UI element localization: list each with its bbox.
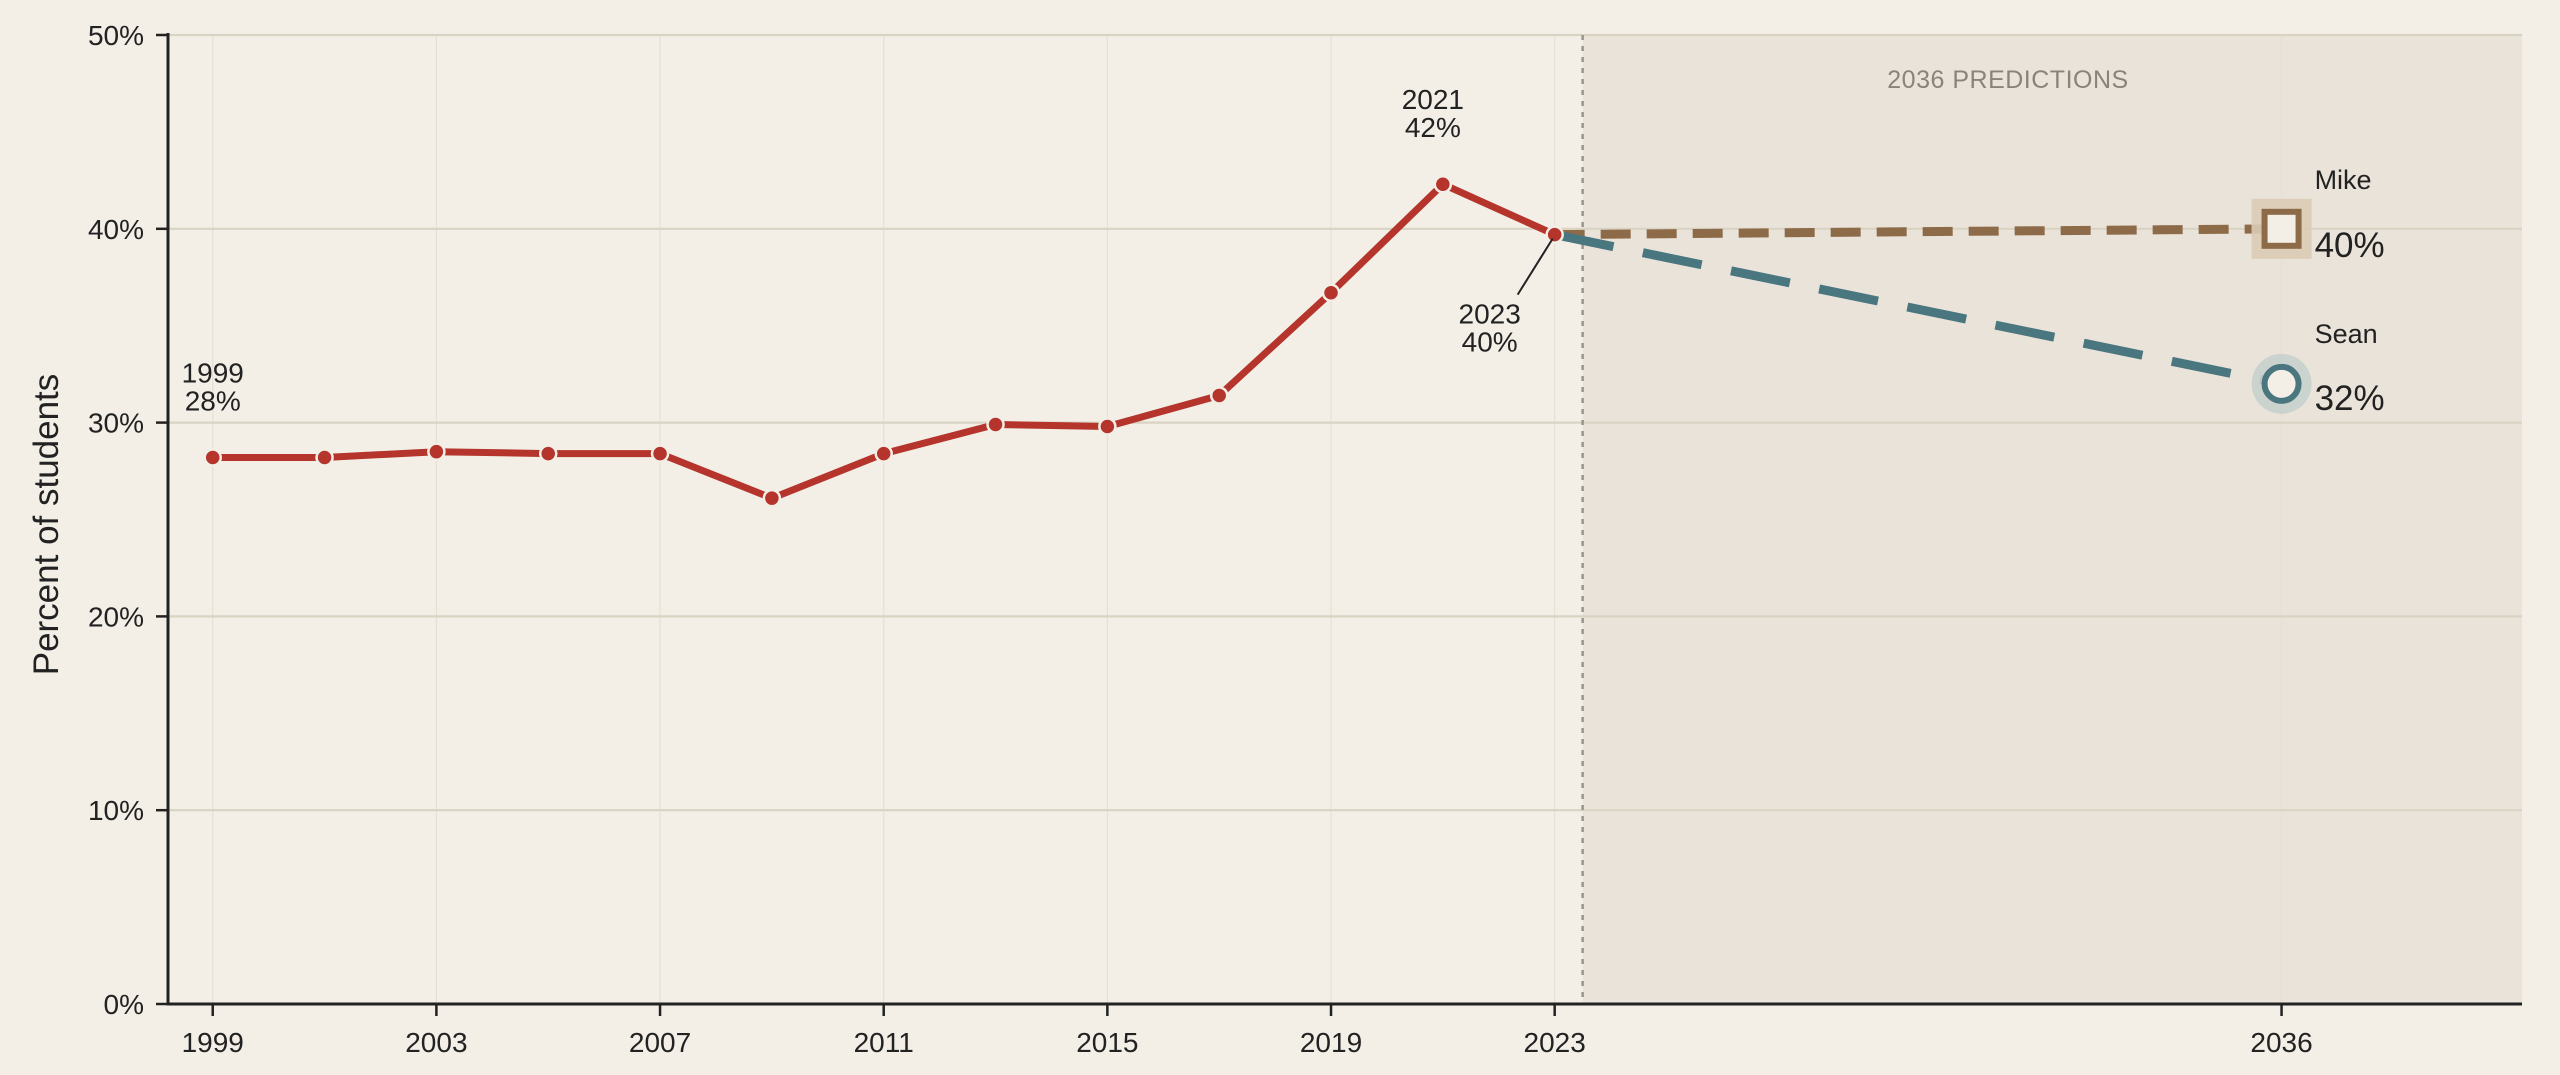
- data-point: [986, 415, 1005, 434]
- x-tick-label: 2015: [1076, 1027, 1138, 1058]
- x-tick-label: 2003: [405, 1027, 467, 1058]
- x-tick-label: 1999: [182, 1027, 244, 1058]
- data-point: [1433, 174, 1453, 194]
- data-point: [538, 444, 558, 463]
- y-tick-label: 0%: [104, 989, 144, 1020]
- annotation-year: 2021: [1402, 84, 1464, 115]
- sean-value-label: 32%: [2315, 379, 2385, 418]
- data-point: [1098, 417, 1117, 436]
- data-point: [762, 488, 782, 508]
- data-point: [1545, 225, 1564, 244]
- x-tick-label: 2019: [1300, 1027, 1362, 1058]
- annotation-value: 42%: [1405, 112, 1461, 143]
- data-point: [1321, 283, 1341, 303]
- y-tick-label: 30%: [88, 408, 144, 439]
- annotation-year: 2023: [1459, 299, 1521, 330]
- sean-name-label: Sean: [2315, 319, 2378, 349]
- x-tick-label: 2036: [2250, 1027, 2312, 1058]
- y-tick-label: 20%: [88, 601, 144, 632]
- annotation-leader: [1516, 238, 1554, 296]
- mike-value-label: 40%: [2315, 226, 2385, 265]
- y-tick-label: 40%: [88, 214, 144, 245]
- data-point: [650, 444, 670, 463]
- sean-end-marker: [2261, 363, 2302, 404]
- annotation-value: 40%: [1462, 327, 1518, 358]
- series-line-mike: [1554, 224, 2282, 240]
- mike-name-label: Mike: [2315, 165, 2372, 195]
- y-tick-label: 50%: [88, 20, 144, 51]
- data-point: [203, 448, 222, 467]
- x-tick-label: 2023: [1524, 1027, 1586, 1058]
- y-tick-label: 10%: [88, 795, 144, 826]
- prediction-label: 2036 PREDICTIONS: [1887, 66, 2128, 94]
- mike-end-marker: [2261, 208, 2302, 249]
- data-point: [874, 444, 893, 463]
- data-point: [427, 442, 446, 461]
- y-axis-title: Percent of students: [27, 374, 66, 676]
- annotation-year: 1999: [182, 357, 244, 388]
- x-tick-label: 2007: [629, 1027, 691, 1058]
- annotation-value: 28%: [185, 385, 241, 416]
- x-tick-label: 2011: [854, 1027, 914, 1058]
- data-point: [315, 448, 334, 467]
- data-point: [1209, 386, 1229, 405]
- series-line-sean: [1553, 230, 2283, 389]
- prediction-region: [1582, 35, 2522, 1004]
